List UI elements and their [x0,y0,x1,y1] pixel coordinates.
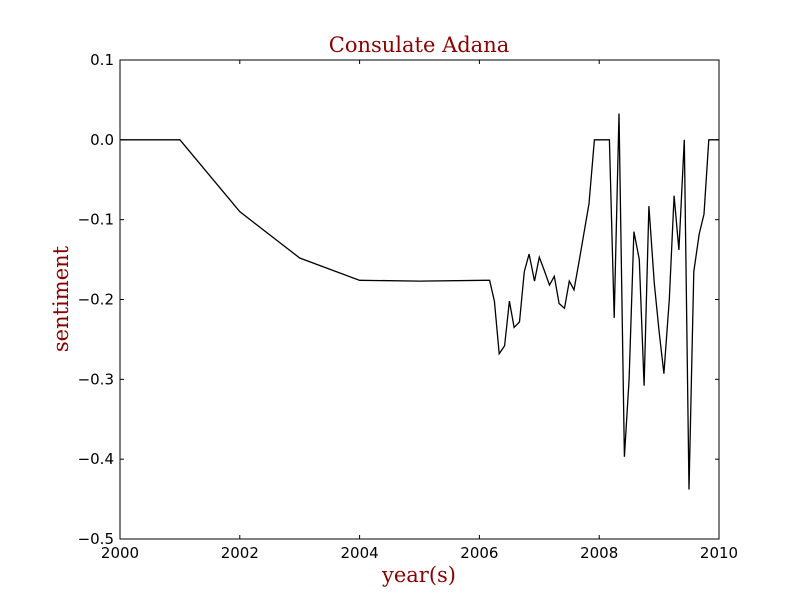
y-tick-label: 0.1 [90,51,114,69]
x-tick-label: 2000 [101,544,139,562]
y-tick-label: −0.2 [78,291,114,309]
y-axis-ticks: 0.1 0.0 −0.1 −0.2 −0.3 −0.4 −0.5 [78,51,719,548]
y-tick-label: 0.0 [90,131,114,149]
x-tick-label: 2004 [341,544,379,562]
plot-area [120,113,719,490]
series-line-0 [120,113,719,490]
y-tick-label: −0.1 [78,211,114,229]
x-tick-label: 2008 [580,544,618,562]
x-axis-ticks: 2000 2002 2004 2006 2008 2010 [101,60,738,562]
y-tick-label: −0.3 [78,370,114,388]
y-axis-label: sentiment [49,245,73,352]
x-axis-label: year(s) [381,563,456,587]
x-tick-label: 2002 [221,544,259,562]
y-tick-label: −0.5 [78,530,114,548]
plot-frame [119,59,720,540]
x-tick-label: 2006 [460,544,498,562]
y-tick-label: −0.4 [78,450,114,468]
chart-title: Consulate Adana [329,33,510,57]
x-tick-label: 2010 [700,544,738,562]
